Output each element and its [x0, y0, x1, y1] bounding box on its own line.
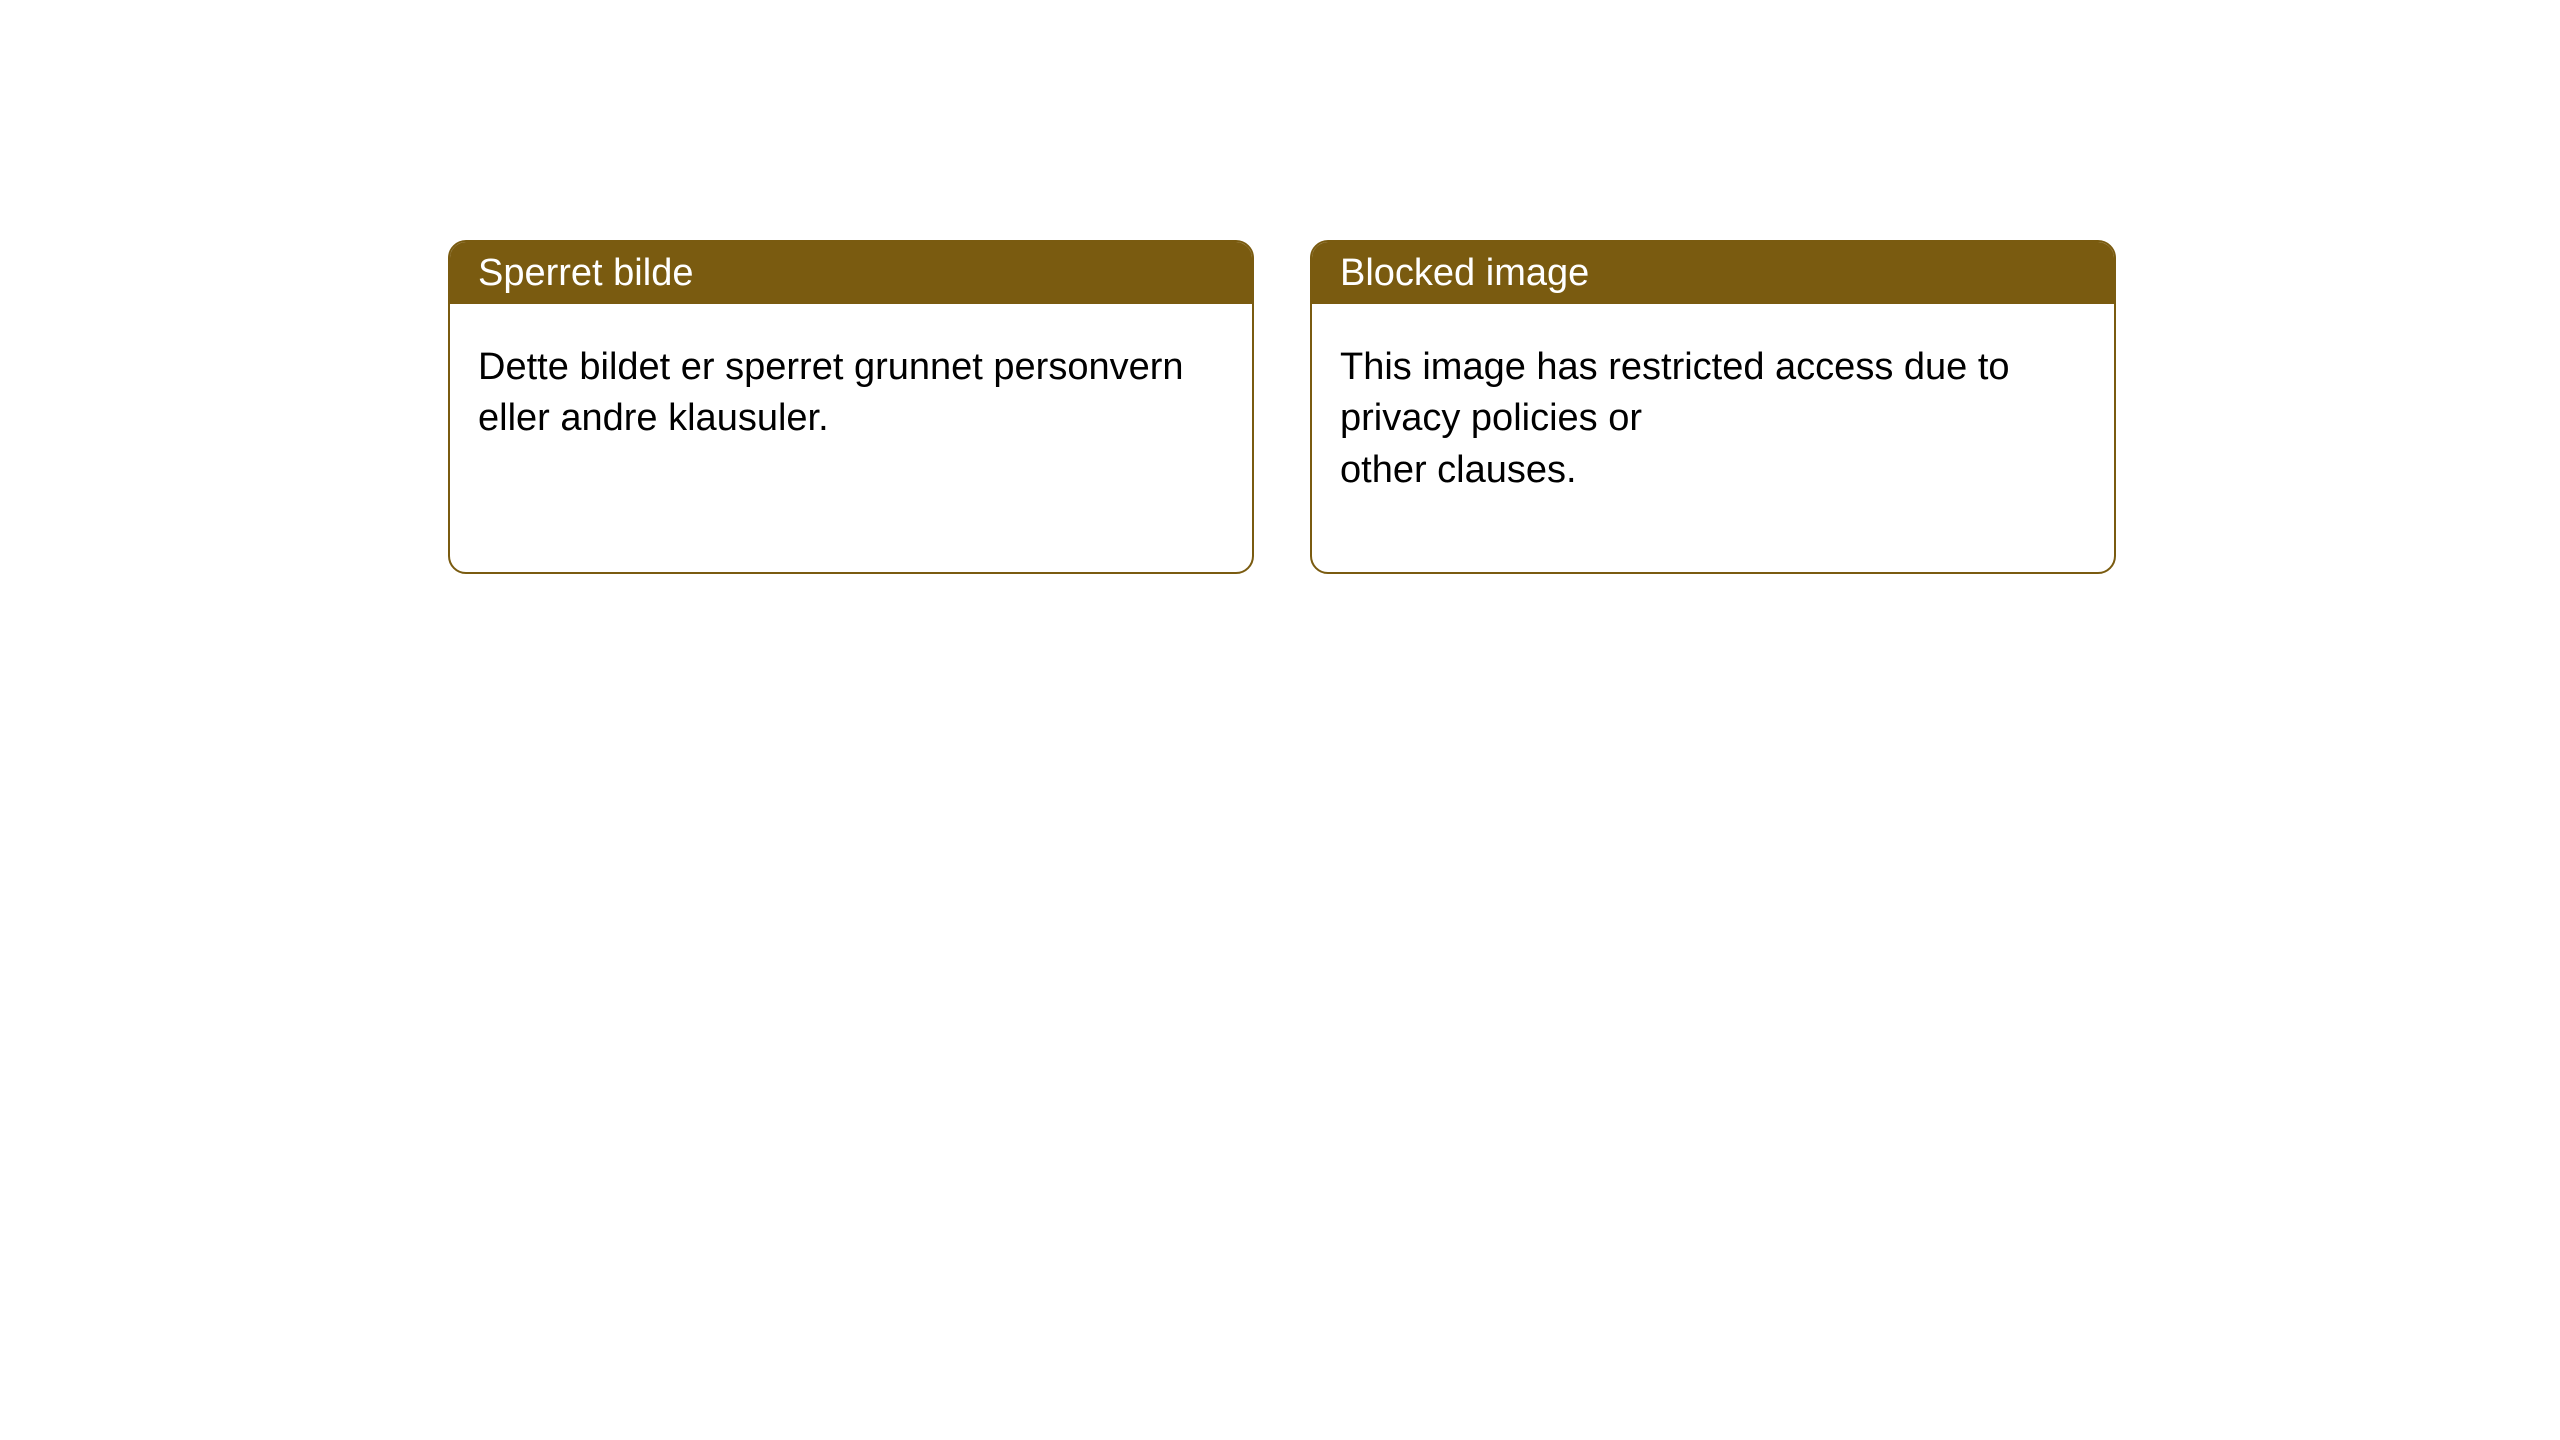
card-header: Blocked image	[1312, 242, 2114, 304]
card-title: Blocked image	[1340, 252, 1589, 295]
blocked-image-card-en: Blocked image This image has restricted …	[1310, 240, 2116, 574]
card-body: This image has restricted access due to …	[1312, 304, 2114, 534]
card-title: Sperret bilde	[478, 252, 693, 295]
blocked-image-notices: Sperret bilde Dette bildet er sperret gr…	[448, 240, 2116, 574]
card-body: Dette bildet er sperret grunnet personve…	[450, 304, 1252, 483]
blocked-image-card-no: Sperret bilde Dette bildet er sperret gr…	[448, 240, 1254, 574]
card-header: Sperret bilde	[450, 242, 1252, 304]
